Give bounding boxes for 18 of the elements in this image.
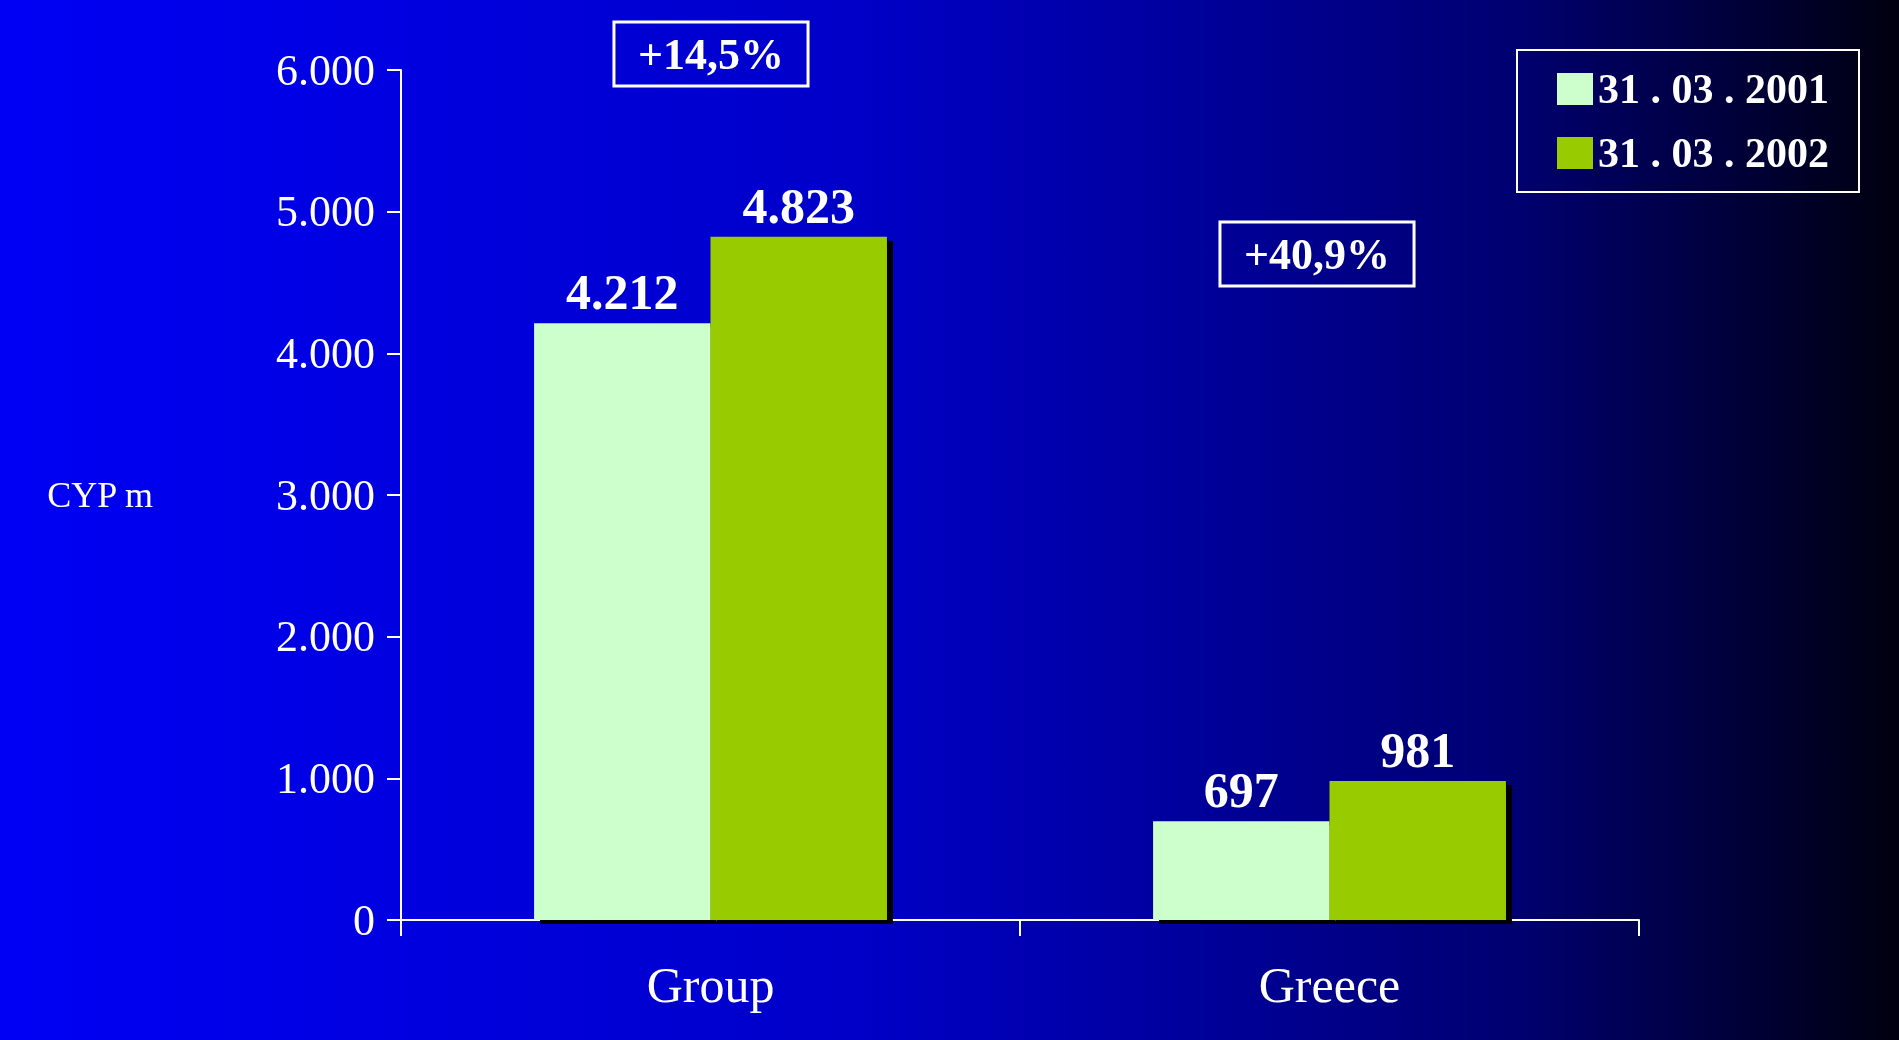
y-tick-label: 6.000: [276, 45, 375, 95]
annotation: +14,5%: [637, 29, 785, 79]
y-tick-label: 1.000: [276, 753, 375, 803]
data-label: 981: [1380, 722, 1456, 779]
annotation: +40,9%: [1243, 229, 1391, 279]
y-tick-label: 2.000: [276, 612, 375, 662]
y-tick-label: 3.000: [276, 470, 375, 520]
y-tick-label: 4.000: [276, 328, 375, 378]
data-label: 4.212: [566, 264, 679, 321]
legend-label: 31 . 03 . 2002: [1598, 130, 1829, 176]
x-tick-label: Greece: [1258, 957, 1401, 1013]
data-label: 4.823: [742, 177, 855, 234]
y-axis-title: CYP m: [47, 475, 153, 515]
data-label: 697: [1203, 762, 1279, 819]
legend-label: 31 . 03 . 2001: [1598, 66, 1829, 112]
x-tick-label: Group: [646, 957, 775, 1013]
y-tick-label: 5.000: [276, 187, 375, 237]
y-tick-label: 0: [353, 895, 375, 945]
